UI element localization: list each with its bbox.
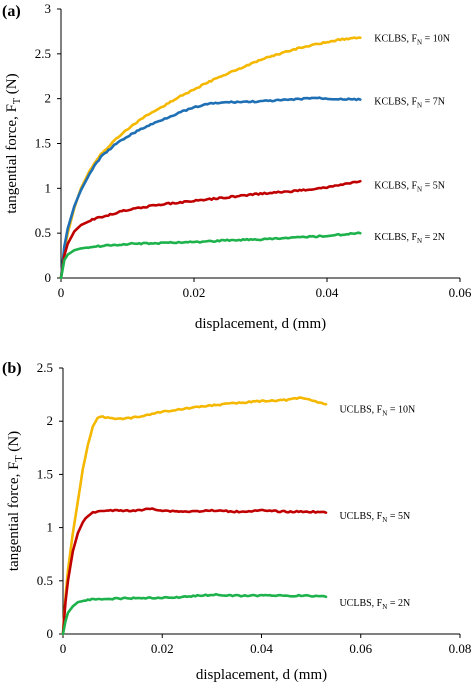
x-tick-label: 0.06 — [449, 285, 472, 300]
series-line — [61, 507, 328, 636]
y-tick-label: 2 — [45, 91, 52, 106]
series-label: UCLBS, FN = 10N — [339, 404, 415, 417]
series-line — [61, 396, 328, 636]
series-label: KCLBS, FN = 10N — [374, 34, 450, 47]
y-tick-label: 3 — [45, 1, 52, 16]
series-line — [59, 179, 362, 280]
panel-label: (b) — [2, 360, 22, 377]
y-tick-label: 1.5 — [37, 466, 53, 481]
y-tick-label: 0 — [47, 626, 54, 641]
x-tick-label: 0.02 — [183, 285, 206, 300]
y-tick-label: 2 — [47, 413, 54, 428]
series-line — [61, 592, 328, 636]
y-axis-title: tangential force, FT (N) — [4, 73, 23, 213]
series-label: UCLBS, FN = 5N — [339, 511, 410, 524]
series-line — [59, 231, 362, 280]
x-tick-label: 0.04 — [316, 285, 339, 300]
series-label: KCLBS, FN = 7N — [374, 96, 445, 109]
y-tick-label: 0.5 — [35, 225, 51, 240]
y-tick-label: 1 — [45, 180, 52, 195]
y-tick-label: 0 — [45, 270, 52, 285]
series-label: KCLBS, FN = 5N — [374, 181, 445, 194]
series-line — [59, 36, 362, 280]
x-tick-label: 0.08 — [449, 641, 472, 656]
x-tick-label: 0.04 — [250, 641, 273, 656]
x-tick-label: 0.06 — [349, 641, 372, 656]
x-axis-title: displacement, d (mm) — [195, 316, 326, 332]
panel-label: (a) — [2, 3, 21, 20]
series-line — [59, 96, 362, 280]
y-axis-title: tangential force, FT (N) — [6, 431, 25, 571]
series-label: UCLBS, FN = 2N — [339, 598, 410, 611]
y-tick-label: 2.5 — [37, 360, 53, 375]
chart-panel-2: (b) 0 0.02 0.04 0.06 0.08 0 0.5 1 1.5 2 2.5 displace… — [2, 360, 471, 683]
y-tick-label: 2.5 — [35, 46, 51, 61]
y-tick-label: 1 — [47, 520, 54, 535]
x-tick-label: 0.02 — [151, 641, 174, 656]
x-axis-title: displacement, d (mm) — [196, 667, 327, 683]
y-tick-label: 1.5 — [35, 136, 51, 151]
y-tick-label: 0.5 — [37, 573, 53, 588]
x-tick-label: 0 — [60, 641, 67, 656]
x-tick-label: 0 — [58, 285, 65, 300]
chart-panel-1: (a) 0 0.02 0.04 0.06 0 0.5 1 1.5 2 2.5 3 displacemen… — [2, 1, 472, 332]
series-label: KCLBS, FN = 2N — [374, 232, 445, 245]
